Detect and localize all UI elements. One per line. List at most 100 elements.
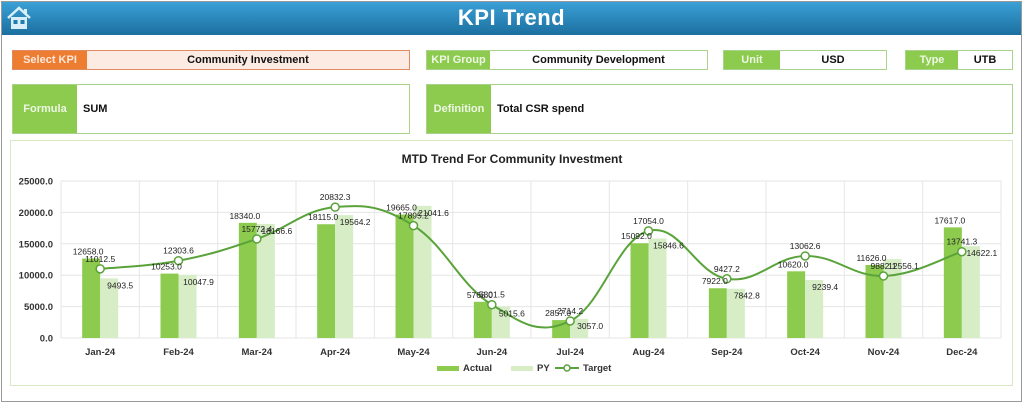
bar-py[interactable] bbox=[883, 259, 902, 338]
target-marker[interactable] bbox=[487, 299, 497, 310]
label-actual: 18115.0 bbox=[308, 212, 338, 222]
mtd-trend-chart: MTD Trend For Community Investment 0.0 500… bbox=[19, 152, 1002, 374]
label-actual: 15092.0 bbox=[621, 231, 652, 241]
formula-label: Formula bbox=[13, 85, 77, 133]
label-py: 19564.2 bbox=[340, 217, 371, 227]
bar-py[interactable] bbox=[100, 278, 119, 338]
bar-actual[interactable] bbox=[160, 273, 179, 338]
y-tick-label: 5000.0 bbox=[24, 302, 53, 313]
y-tick-label: 25000.0 bbox=[19, 177, 53, 188]
kpi-group-label: KPI Group bbox=[427, 51, 490, 69]
bar-actual[interactable] bbox=[473, 301, 492, 338]
target-marker[interactable] bbox=[408, 220, 419, 231]
label-py: 9493.5 bbox=[107, 280, 133, 290]
definition-value: Total CSR spend bbox=[491, 85, 1012, 133]
select-kpi-value[interactable]: Community Investment bbox=[87, 51, 409, 69]
x-tick-label: May-24 bbox=[397, 347, 430, 358]
label-actual: 5768.0 bbox=[467, 290, 493, 300]
unit-value: USD bbox=[780, 51, 886, 69]
legend-actual-swatch bbox=[437, 366, 459, 371]
bar-py[interactable] bbox=[413, 205, 432, 338]
x-tick-label: Nov-24 bbox=[868, 347, 900, 358]
bar-actual[interactable] bbox=[787, 271, 806, 338]
target-marker[interactable] bbox=[95, 264, 105, 274]
label-actual: 19665.0 bbox=[386, 203, 417, 213]
legend-actual-label: Actual bbox=[463, 363, 492, 374]
y-tick-label: 10000.0 bbox=[19, 271, 53, 282]
target-marker[interactable] bbox=[722, 274, 732, 284]
kpi-group-field: KPI Group Community Development bbox=[426, 50, 708, 70]
target-marker[interactable] bbox=[173, 255, 184, 266]
type-label: Type bbox=[906, 51, 958, 69]
x-tick-label: Jul-24 bbox=[556, 347, 584, 358]
page-title: KPI Trend bbox=[457, 5, 566, 30]
target-marker[interactable] bbox=[878, 271, 889, 281]
bar-py[interactable] bbox=[335, 215, 354, 338]
label-py: 21041.6 bbox=[418, 208, 449, 218]
target-marker[interactable] bbox=[565, 316, 575, 326]
bar-py[interactable] bbox=[491, 306, 510, 338]
bar-actual[interactable] bbox=[552, 320, 571, 338]
home-icon[interactable] bbox=[5, 4, 33, 32]
label-py: 15846.6 bbox=[653, 240, 684, 250]
unit-field: Unit USD bbox=[723, 50, 887, 70]
x-tick-label: Jan-24 bbox=[85, 347, 116, 358]
bar-actual[interactable] bbox=[708, 288, 727, 338]
label-target: 12303.6 bbox=[163, 246, 194, 256]
label-actual: 12658.0 bbox=[73, 247, 104, 257]
label-actual: 2857.0 bbox=[545, 308, 571, 318]
label-target: 13062.6 bbox=[790, 241, 821, 251]
x-tick-label: Mar-24 bbox=[242, 347, 273, 358]
bar-py[interactable] bbox=[178, 274, 197, 338]
target-marker[interactable] bbox=[330, 202, 340, 212]
bar-actual[interactable] bbox=[865, 264, 884, 338]
target-marker[interactable] bbox=[252, 234, 262, 244]
bar-py[interactable] bbox=[805, 279, 824, 338]
label-actual: 17617.0 bbox=[934, 215, 965, 225]
x-tick-label: Apr-24 bbox=[320, 347, 351, 358]
label-actual: 11626.0 bbox=[856, 253, 886, 263]
label-actual: 10253.0 bbox=[151, 262, 182, 272]
label-py: 14622.1 bbox=[966, 248, 997, 258]
label-py: 18166.6 bbox=[261, 226, 292, 236]
label-py: 9239.4 bbox=[812, 282, 838, 292]
bar-py[interactable] bbox=[961, 246, 980, 338]
type-field: Type UTB bbox=[905, 50, 1013, 70]
bar-py[interactable] bbox=[570, 318, 589, 338]
label-py: 7842.8 bbox=[734, 291, 760, 301]
bar-py[interactable] bbox=[256, 223, 275, 338]
label-target: 17054.0 bbox=[633, 216, 664, 226]
label-target: 15772.4 bbox=[241, 224, 272, 234]
bar-actual[interactable] bbox=[82, 258, 101, 338]
label-py: 10047.9 bbox=[183, 277, 214, 287]
definition-label: Definition bbox=[427, 85, 491, 133]
target-marker[interactable] bbox=[957, 246, 967, 257]
bar-actual[interactable] bbox=[317, 224, 336, 338]
chart-title: MTD Trend For Community Investment bbox=[402, 152, 623, 166]
select-kpi-dropdown[interactable]: Select KPI Community Investment bbox=[12, 50, 410, 70]
x-tick-label: Dec-24 bbox=[946, 347, 978, 358]
label-actual: 18340.0 bbox=[229, 211, 260, 221]
unit-label: Unit bbox=[724, 51, 780, 69]
label-target: 11012.5 bbox=[85, 254, 115, 264]
label-target: 13741.3 bbox=[946, 237, 977, 247]
legend-py-label: PY bbox=[537, 363, 550, 374]
bar-actual[interactable] bbox=[395, 214, 414, 338]
bar-py[interactable] bbox=[726, 288, 745, 338]
kpi-group-value: Community Development bbox=[490, 51, 707, 69]
bar-actual[interactable] bbox=[238, 222, 257, 338]
bar-py[interactable] bbox=[648, 238, 667, 338]
label-target: 5301.5 bbox=[479, 290, 505, 300]
target-marker[interactable] bbox=[643, 226, 654, 236]
label-py: 5015.6 bbox=[499, 309, 525, 319]
y-tick-label: 0.0 bbox=[40, 334, 53, 345]
legend-target-marker bbox=[563, 364, 571, 372]
x-tick-label: Oct-24 bbox=[790, 347, 820, 358]
bar-actual[interactable] bbox=[630, 243, 649, 338]
type-value: UTB bbox=[958, 51, 1012, 69]
select-kpi-label: Select KPI bbox=[13, 51, 87, 69]
bar-actual[interactable] bbox=[943, 227, 962, 338]
label-py: 3057.0 bbox=[577, 321, 603, 331]
target-marker[interactable] bbox=[800, 251, 810, 261]
